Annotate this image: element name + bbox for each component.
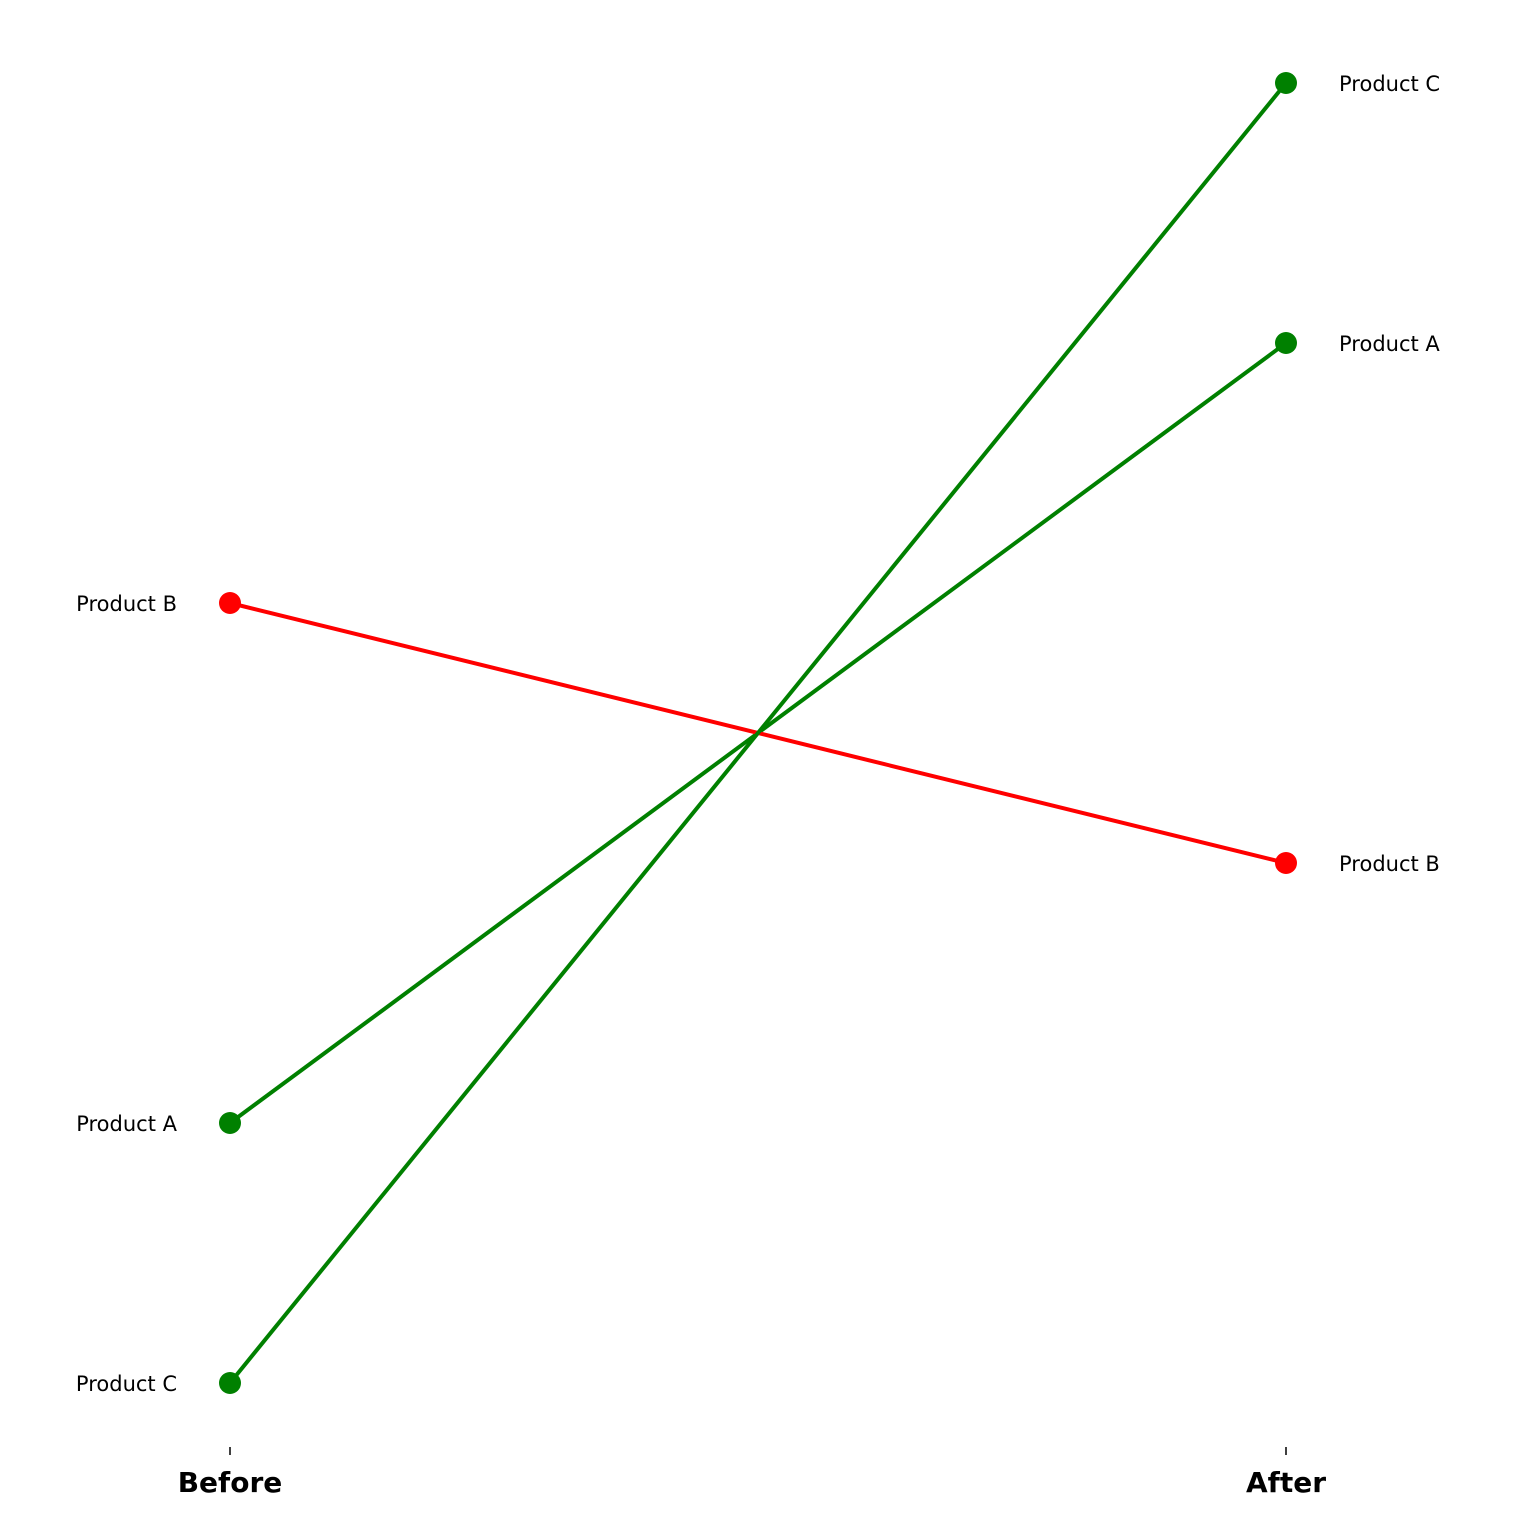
- point-label-product-b: Product B: [1339, 852, 1440, 876]
- point-label-product-a: Product A: [76, 1112, 177, 1136]
- data-point-product-a: [219, 1112, 241, 1134]
- series-line-product-c: [228, 81, 1288, 1385]
- point-label-product-b: Product B: [76, 592, 177, 616]
- data-point-product-b: [219, 592, 241, 614]
- data-point-product-c: [219, 1372, 241, 1394]
- data-point-product-b: [1275, 852, 1297, 874]
- x-tick-label: Before: [178, 1466, 283, 1499]
- x-tick-label: After: [1246, 1466, 1326, 1499]
- point-label-product-c: Product C: [76, 1372, 177, 1396]
- point-label-product-a: Product A: [1339, 332, 1440, 356]
- data-point-product-a: [1275, 332, 1297, 354]
- data-point-product-c: [1275, 72, 1297, 94]
- point-label-product-c: Product C: [1339, 72, 1440, 96]
